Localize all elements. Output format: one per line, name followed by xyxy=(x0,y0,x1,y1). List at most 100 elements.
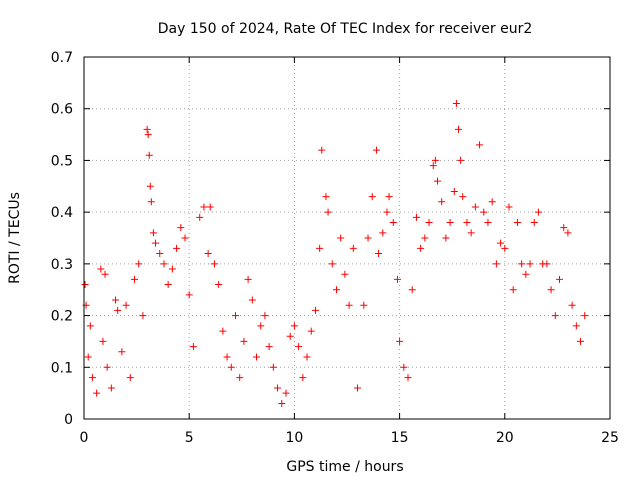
data-point xyxy=(463,218,471,226)
data-point xyxy=(227,363,235,371)
data-point xyxy=(318,146,326,154)
data-point xyxy=(551,312,559,320)
data-point xyxy=(564,229,572,237)
data-point xyxy=(219,327,227,335)
data-point xyxy=(324,208,332,216)
data-point xyxy=(144,131,152,139)
data-point xyxy=(476,141,484,149)
data-point xyxy=(223,353,231,361)
data-point xyxy=(425,218,433,226)
data-point xyxy=(360,301,368,309)
data-point xyxy=(118,348,126,356)
data-point xyxy=(265,343,273,351)
data-point xyxy=(200,203,208,211)
data-point xyxy=(393,275,401,283)
data-point xyxy=(467,229,475,237)
data-point xyxy=(417,244,425,252)
data-point xyxy=(88,374,96,382)
data-point xyxy=(572,322,580,330)
data-point xyxy=(488,198,496,206)
data-point xyxy=(164,281,172,289)
data-point xyxy=(452,100,460,108)
data-point xyxy=(526,260,534,268)
data-point xyxy=(354,384,362,392)
data-point xyxy=(299,374,307,382)
grid-lines xyxy=(84,57,610,419)
y-tick-label: 0.4 xyxy=(51,205,73,221)
data-point xyxy=(375,250,383,258)
data-point xyxy=(112,296,120,304)
data-point xyxy=(253,353,261,361)
data-point xyxy=(581,312,589,320)
data-point xyxy=(372,146,380,154)
x-tick-label: 15 xyxy=(391,430,409,446)
data-point xyxy=(189,343,197,351)
plot-border xyxy=(83,56,611,420)
data-point xyxy=(368,193,376,201)
data-point xyxy=(455,125,463,133)
axes: 0 5 10 15 20 25 0 0.1 0.2 0.3 0.4 0.5 0.6 0.7 xyxy=(51,50,619,446)
data-point xyxy=(543,260,551,268)
data-point xyxy=(114,306,122,314)
data-point xyxy=(126,374,134,382)
y-tick-label: 0.5 xyxy=(51,153,73,169)
data-point xyxy=(103,363,111,371)
data-point xyxy=(156,250,164,258)
data-point xyxy=(93,389,101,397)
data-point xyxy=(149,229,157,237)
data-point xyxy=(307,327,315,335)
data-point xyxy=(145,151,153,159)
data-point xyxy=(81,281,89,289)
y-tick-label: 0.3 xyxy=(51,257,73,273)
x-tick-label: 25 xyxy=(601,430,619,446)
y-tick-label: 0.1 xyxy=(51,360,73,376)
data-point xyxy=(438,198,446,206)
data-point xyxy=(459,193,467,201)
data-point xyxy=(244,275,252,283)
data-point xyxy=(404,374,412,382)
data-point xyxy=(429,162,437,170)
data-point xyxy=(295,343,303,351)
data-point xyxy=(231,312,239,320)
data-point xyxy=(152,239,160,247)
data-point xyxy=(290,322,298,330)
data-point xyxy=(177,224,185,232)
data-point xyxy=(379,229,387,237)
data-point xyxy=(345,301,353,309)
data-point xyxy=(101,270,109,278)
plot-area xyxy=(81,100,589,407)
data-point xyxy=(332,286,340,294)
data-point xyxy=(146,182,154,190)
data-point xyxy=(505,203,513,211)
x-tick-label: 20 xyxy=(496,430,514,446)
data-point xyxy=(236,374,244,382)
data-point xyxy=(442,234,450,242)
data-point xyxy=(385,193,393,201)
x-tick-label: 10 xyxy=(285,430,303,446)
data-point xyxy=(480,208,488,216)
data-point xyxy=(534,208,542,216)
data-point xyxy=(316,244,324,252)
data-point xyxy=(501,244,509,252)
y-tick-label: 0.6 xyxy=(51,102,73,118)
data-point xyxy=(457,156,465,164)
y-tick-label: 0.2 xyxy=(51,309,73,325)
data-point xyxy=(286,332,294,340)
data-point xyxy=(160,260,168,268)
data-point xyxy=(257,322,265,330)
data-point xyxy=(446,218,454,226)
data-point xyxy=(215,281,223,289)
data-point xyxy=(560,224,568,232)
data-point xyxy=(303,353,311,361)
data-point xyxy=(147,198,155,206)
data-point xyxy=(518,260,526,268)
data-point xyxy=(421,234,429,242)
data-point xyxy=(383,208,391,216)
data-point xyxy=(522,270,530,278)
data-point xyxy=(204,250,212,258)
data-point xyxy=(143,125,151,133)
data-point xyxy=(389,218,397,226)
chart-title: Day 150 of 2024, Rate Of TEC Index for r… xyxy=(158,21,533,37)
